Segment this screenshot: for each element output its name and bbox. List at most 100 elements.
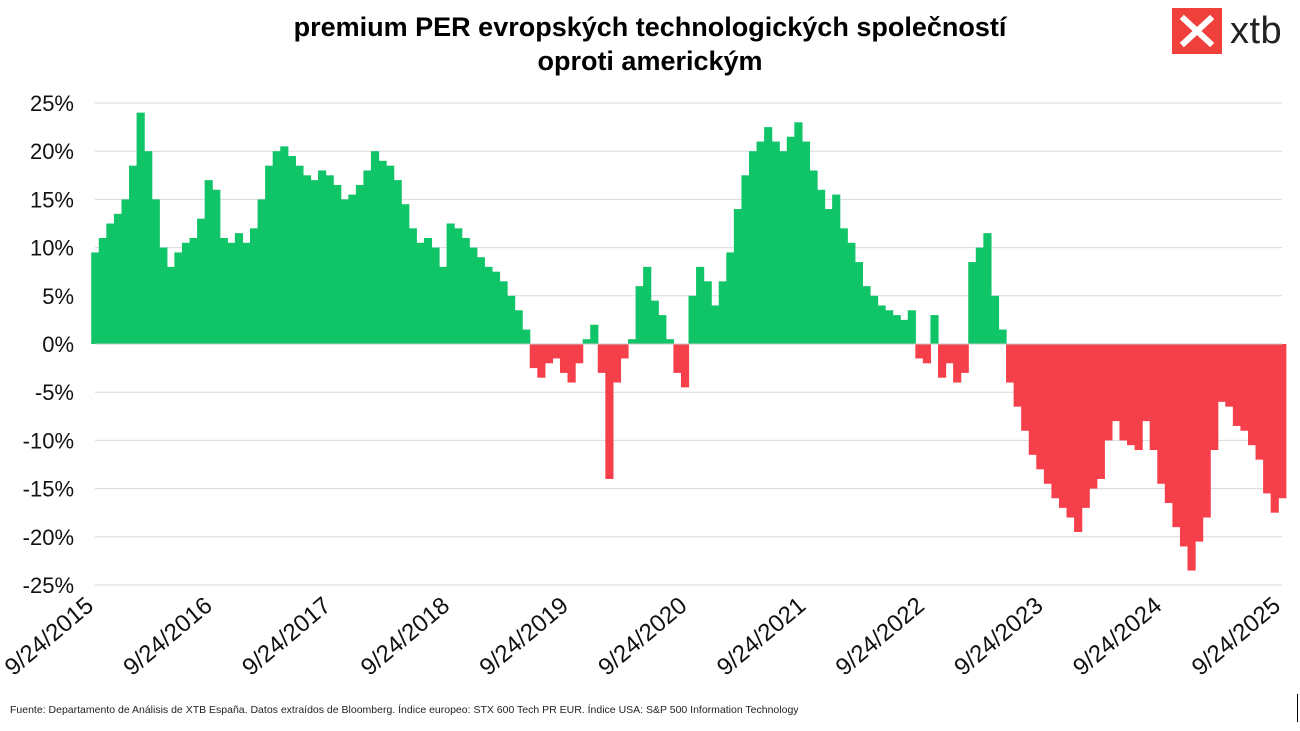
- bar-negative: [605, 344, 614, 479]
- bar-positive: [234, 233, 244, 344]
- bar-negative: [1157, 344, 1166, 484]
- bar-negative: [1127, 344, 1136, 446]
- xtb-logo-text: xtb: [1230, 10, 1283, 52]
- bar-positive: [272, 151, 281, 344]
- bar-positive: [824, 209, 833, 344]
- bar-negative: [1164, 344, 1173, 504]
- bar-negative: [1096, 344, 1105, 479]
- bar-positive: [635, 286, 644, 344]
- bar-negative: [915, 344, 924, 359]
- x-tick-label: 9/24/2015: [0, 592, 99, 681]
- bar-positive: [174, 252, 183, 344]
- bar-positive: [333, 184, 342, 344]
- y-axis-tick-labels: 25% 20% 15% 10% 5% 0% -5% -10% -15% -20% -25%: [23, 91, 74, 598]
- bar-positive: [318, 170, 327, 344]
- bar-positive: [197, 218, 206, 344]
- bar-positive: [310, 180, 319, 344]
- x-tick-label: 9/24/2017: [237, 592, 336, 681]
- source-note: Fuente: Departamento de Análisis de XTB …: [10, 704, 799, 716]
- chart-title: premium PER evropských technologických s…: [180, 10, 1120, 78]
- bar-positive: [491, 271, 501, 344]
- bar-positive: [136, 112, 145, 344]
- bar-negative: [1051, 344, 1060, 499]
- bar-negative: [673, 344, 682, 373]
- bar-positive: [998, 329, 1007, 344]
- bar-positive: [257, 199, 266, 344]
- bar-positive: [423, 237, 433, 344]
- bar-negative: [1104, 344, 1113, 441]
- bar-positive: [930, 315, 939, 344]
- bar-positive: [628, 339, 637, 344]
- x-tick-label: 9/24/2018: [356, 592, 455, 681]
- bar-negative: [1247, 344, 1257, 446]
- bar-negative: [1232, 344, 1242, 426]
- bar-positive: [469, 247, 478, 344]
- bar-positive: [885, 310, 894, 344]
- y-tick-label: -5%: [35, 380, 74, 405]
- y-tick-label: 15%: [30, 187, 74, 212]
- bar-positive: [801, 141, 811, 344]
- bar-positive: [854, 262, 863, 344]
- bar-negative: [597, 344, 606, 373]
- bar-negative: [1270, 344, 1279, 513]
- data-bars: [91, 112, 1287, 571]
- bar-positive: [454, 228, 463, 344]
- bar-negative: [1195, 344, 1204, 542]
- bar-negative: [1058, 344, 1068, 508]
- bar-positive: [325, 175, 334, 344]
- bar-positive: [983, 233, 992, 344]
- bar-positive: [658, 315, 667, 344]
- bar-negative: [680, 344, 690, 388]
- bar-negative: [937, 344, 947, 378]
- bar-positive: [696, 266, 705, 344]
- bar-negative: [1043, 344, 1053, 484]
- bar-positive: [431, 247, 440, 344]
- bar-negative: [1278, 344, 1287, 499]
- y-tick-label: -20%: [23, 525, 74, 550]
- bar-positive: [189, 237, 198, 344]
- bar-positive: [159, 247, 168, 344]
- bar-negative: [1074, 344, 1083, 532]
- bar-positive: [839, 228, 848, 344]
- bar-positive: [378, 160, 387, 344]
- bar-positive: [446, 223, 455, 344]
- bar-positive: [484, 266, 493, 344]
- x-tick-label: 9/24/2025: [1187, 592, 1286, 681]
- bar-positive: [121, 199, 130, 344]
- bar-negative: [620, 344, 629, 359]
- x-tick-label: 9/24/2016: [118, 592, 217, 681]
- bar-negative: [537, 344, 546, 378]
- y-tick-label: 0%: [42, 332, 74, 357]
- chart-title-line-1: premium PER evropských technologických s…: [293, 12, 1007, 42]
- bar-positive: [151, 199, 160, 344]
- bar-positive: [703, 281, 712, 344]
- chart-title-line-2: oproti americkým: [537, 46, 763, 76]
- bar-positive: [877, 305, 886, 344]
- y-tick-label: 10%: [30, 236, 74, 261]
- bar-negative: [1028, 344, 1037, 455]
- bar-positive: [718, 281, 727, 344]
- bar-positive: [764, 127, 773, 344]
- bar-negative: [1187, 344, 1196, 571]
- bar-negative: [1149, 344, 1158, 451]
- bar-positive: [408, 228, 417, 344]
- bar-positive: [665, 339, 674, 344]
- bar-negative: [1036, 344, 1045, 470]
- bar-positive: [756, 141, 765, 344]
- bar-negative: [1142, 344, 1151, 422]
- xtb-x-icon: [1172, 8, 1222, 54]
- bar-negative: [1172, 344, 1181, 528]
- bar-positive: [990, 295, 1000, 344]
- bar-negative: [1081, 344, 1090, 508]
- bar-positive: [416, 242, 425, 344]
- bar-negative: [575, 344, 584, 364]
- bar-positive: [779, 151, 788, 344]
- bar-positive: [129, 165, 138, 344]
- bar-positive: [522, 329, 531, 344]
- bar-negative: [1240, 344, 1249, 431]
- bar-negative: [1119, 344, 1128, 441]
- x-tick-label: 9/24/2023: [949, 592, 1048, 681]
- bar-positive: [711, 305, 720, 344]
- bar-positive: [265, 165, 274, 344]
